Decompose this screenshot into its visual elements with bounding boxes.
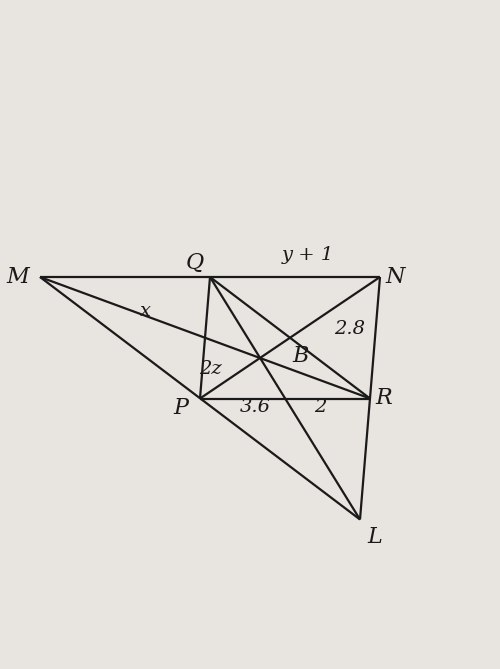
Text: Q: Q xyxy=(186,252,204,274)
Text: y + 1: y + 1 xyxy=(282,246,334,264)
Text: B: B xyxy=(292,345,308,367)
Text: N: N xyxy=(385,266,405,288)
Text: 2z: 2z xyxy=(198,361,222,379)
Text: x: x xyxy=(140,302,150,320)
Text: M: M xyxy=(6,266,29,288)
Text: 3.6: 3.6 xyxy=(240,398,270,416)
Text: P: P xyxy=(174,397,188,419)
Text: 2: 2 xyxy=(314,398,326,416)
Text: 2.8: 2.8 xyxy=(334,320,366,339)
Text: L: L xyxy=(368,526,382,548)
Text: R: R xyxy=(376,387,392,409)
